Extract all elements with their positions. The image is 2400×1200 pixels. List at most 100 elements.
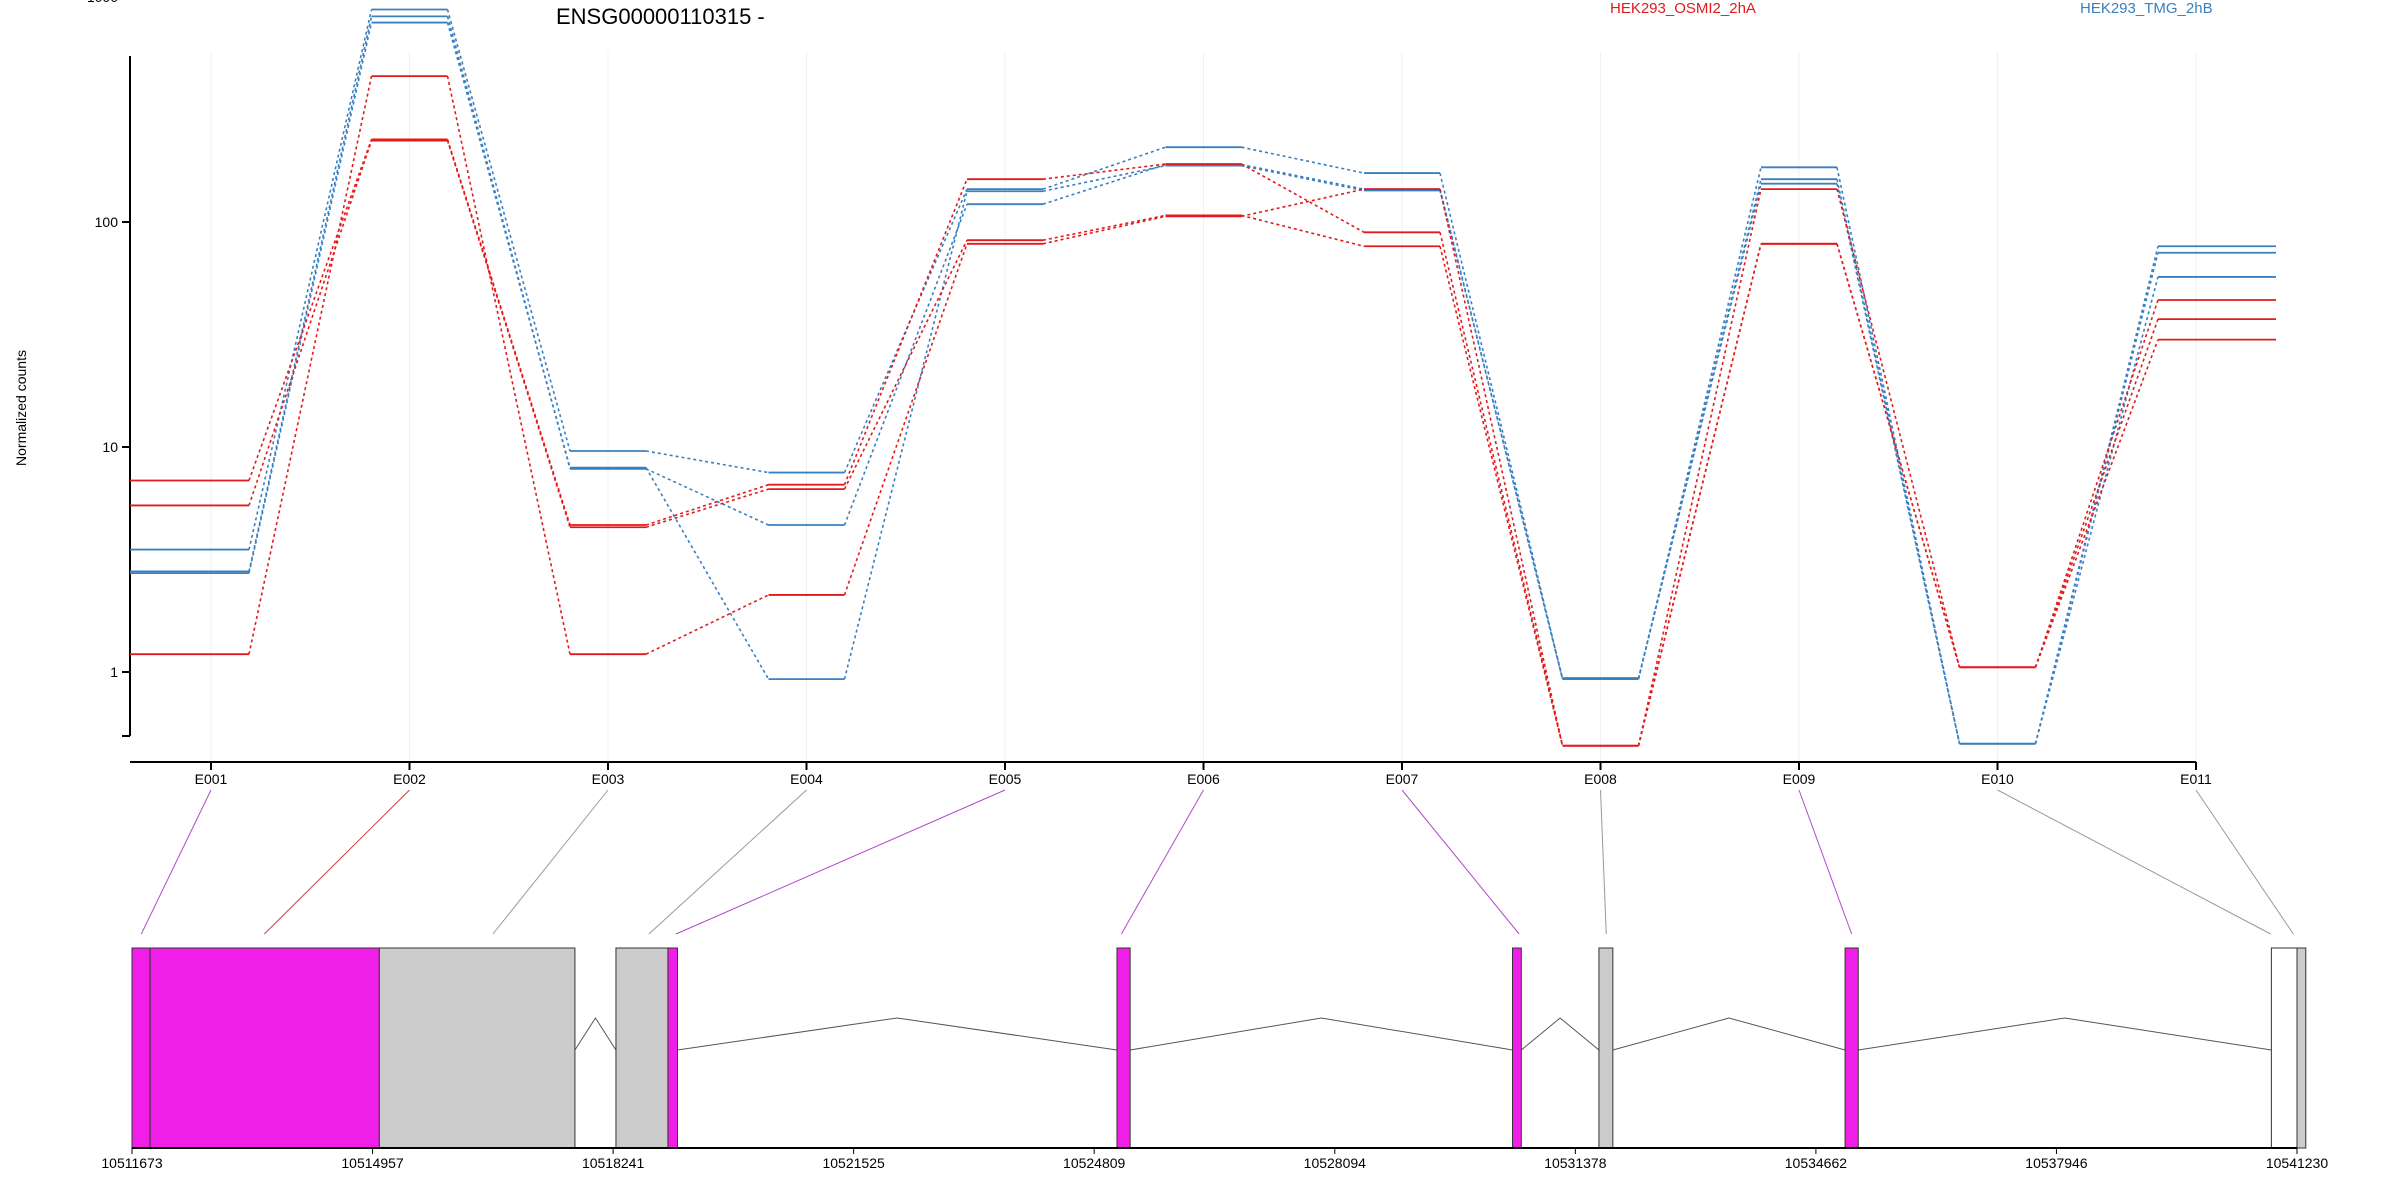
x-tick-label-e001: E001: [195, 771, 228, 787]
genomic-tick-label-10537946: 10537946: [2025, 1155, 2088, 1171]
intron-6: [1858, 1017, 2272, 1051]
exon-block-9: [1844, 947, 1859, 1149]
segment-e007: [1439, 188, 1564, 746]
segment-e002: [446, 75, 571, 655]
series-lines: [130, 8, 2276, 747]
exon-block-4: [615, 947, 669, 1149]
segment-e005: [1042, 215, 1166, 245]
segment-e004: [843, 191, 968, 680]
connector-e010: [1997, 789, 2271, 935]
exon-block-1: [131, 947, 151, 1149]
connector-e002: [264, 789, 410, 935]
segment-e010: [2034, 276, 2159, 744]
x-tick-label-e006: E006: [1187, 771, 1220, 787]
segment-e005: [1042, 164, 1166, 193]
segment-e006: [1241, 163, 1365, 233]
y-tick-label-1000: 1000: [87, 0, 118, 5]
vertical-gridlines: [210, 52, 2197, 762]
segment-e001: [248, 9, 373, 550]
segment-e007: [1439, 246, 1564, 746]
segment-e008: [1637, 183, 1762, 679]
connector-e007: [1401, 789, 1520, 935]
segment-e006: [1241, 164, 1365, 192]
segment-e001: [248, 140, 373, 506]
segment-e003: [645, 450, 769, 474]
segment-e006: [1241, 188, 1365, 218]
segment-e004: [843, 239, 968, 490]
intron-4: [1520, 1017, 1600, 1051]
segment-e010: [2034, 318, 2159, 668]
segment-e010: [2034, 299, 2159, 668]
segment-e008: [1637, 188, 1762, 746]
segment-e010: [2034, 252, 2159, 744]
x-axis: E001 E002 E003 E004 E005 E006 E007 E008 E009 E010…: [130, 761, 2212, 787]
connector-e008: [1600, 789, 1607, 935]
segment-e005: [1042, 163, 1166, 180]
y-axis: 1 10 100 1000: [87, 0, 131, 737]
exon-block-6: [1116, 947, 1131, 1149]
segment-e001: [248, 75, 373, 655]
x-tick-label-e010: E010: [1981, 771, 2014, 787]
segment-e007: [1439, 232, 1564, 746]
exon-block-7: [1512, 947, 1522, 1149]
genomic-tick-label-10541230: 10541230: [2266, 1155, 2329, 1171]
exon-block-3: [378, 947, 576, 1149]
chart-title: ENSG00000110315 -: [556, 4, 765, 29]
exon-block-5: [667, 947, 678, 1149]
segment-e007: [1439, 188, 1564, 680]
segment-e003: [645, 594, 769, 655]
connector-e009: [1798, 789, 1853, 935]
genomic-tick-label-10514957: 10514957: [341, 1155, 404, 1171]
segment-e004: [843, 178, 968, 485]
segment-e008: [1637, 167, 1762, 680]
segment-e008: [1637, 243, 1762, 746]
gene-model: [131, 947, 2307, 1149]
y-tick-label-1: 1: [110, 664, 118, 680]
series-3: [130, 75, 2276, 747]
x-tick-label-e008: E008: [1584, 771, 1617, 787]
segment-e003: [645, 483, 769, 526]
segment-e005: [1042, 146, 1166, 190]
exon-block-10: [2270, 947, 2298, 1149]
x-tick-label-e003: E003: [592, 771, 625, 787]
segment-e004: [843, 243, 968, 596]
genomic-tick-label-10528094: 10528094: [1304, 1155, 1367, 1171]
segment-e001: [248, 22, 373, 574]
segment-e009: [1836, 167, 1961, 744]
y-tick-label-10: 10: [102, 439, 118, 455]
segment-e008: [1637, 178, 1762, 680]
genomic-tick-label-10524809: 10524809: [1063, 1155, 1126, 1171]
connector-e001: [140, 789, 212, 935]
segment-e005: [1042, 163, 1166, 205]
series-6: [130, 21, 2276, 745]
genomic-tick-label-10521525: 10521525: [822, 1155, 885, 1171]
genomic-axis: 10511673 10514957 10518241 10521525 10524809…: [101, 1147, 2329, 1171]
segment-e002: [446, 22, 571, 468]
segment-e001: [248, 16, 373, 572]
segment-e003: [645, 467, 770, 680]
legend-entry-tmg: HEK293_TMG_2hB: [2080, 0, 2213, 17]
segment-e006: [1241, 163, 1365, 190]
genomic-tick-label-10511673: 10511673: [101, 1155, 162, 1171]
x-tick-label-e004: E004: [790, 771, 823, 787]
intron-5: [1612, 1017, 1846, 1051]
y-axis-label: Normalized counts: [13, 350, 29, 466]
x-tick-label-e009: E009: [1783, 771, 1816, 787]
segment-e006: [1241, 146, 1365, 174]
connector-e003: [492, 789, 609, 935]
segment-e003: [645, 468, 769, 526]
segment-e009: [1836, 183, 1961, 744]
segment-e009: [1836, 188, 1961, 668]
exon-block-8: [1598, 947, 1614, 1149]
x-tick-label-e005: E005: [989, 771, 1022, 787]
genomic-tick-label-10534662: 10534662: [1785, 1155, 1848, 1171]
segment-e001: [248, 139, 373, 481]
segment-e005: [1042, 214, 1166, 241]
connector-e006: [1120, 789, 1204, 935]
exon-connectors: [140, 789, 2294, 935]
segment-e003: [645, 488, 769, 528]
exon-block-11: [2296, 947, 2307, 1149]
x-tick-label-e002: E002: [393, 771, 426, 787]
y-tick-label-100: 100: [95, 214, 119, 230]
